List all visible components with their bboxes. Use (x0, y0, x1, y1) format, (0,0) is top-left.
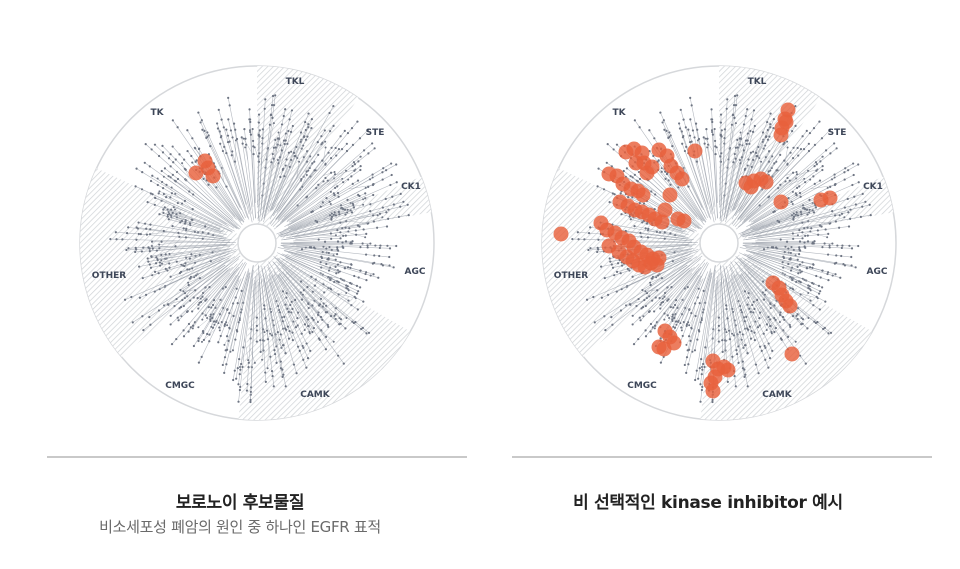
hit-marker (553, 226, 569, 242)
hit-marker (644, 159, 660, 175)
group-label-camk: CAMK (300, 390, 331, 400)
divider-right (512, 456, 932, 458)
panel-title-left: 보로노이 후보물질 (175, 493, 305, 513)
panel-voronoi-candidate: TK TKL STE CK1 AGC CAMK CMGC OTHER 보로노이 후보물질 비소… (47, 65, 467, 536)
hit-marker (662, 187, 678, 203)
hit-marker (773, 127, 789, 143)
hit-marker (782, 298, 798, 314)
hit-marker (784, 346, 800, 362)
hit-marker (651, 339, 667, 355)
divider-left (47, 456, 467, 458)
kinome-tree-left: TK TKL STE CK1 AGC CAMK CMGC OTHER (79, 65, 435, 421)
inhibitor-hits (188, 153, 221, 184)
group-label-ste: STE (366, 128, 385, 138)
hit-marker (822, 190, 838, 206)
group-label-cmgc: CMGC (165, 381, 195, 391)
group-label-ck1: CK1 (401, 182, 421, 192)
hit-marker (635, 187, 651, 203)
hatched-sector (257, 66, 359, 243)
hit-marker (705, 383, 721, 399)
group-label-ck1: CK1 (863, 182, 883, 192)
kinome-hub (699, 223, 739, 263)
group-label-tkl: TKL (286, 77, 305, 87)
group-label-tkl: TKL (748, 77, 767, 87)
hit-marker (676, 213, 692, 229)
hit-marker (654, 214, 670, 230)
hit-marker (205, 168, 221, 184)
panel-nonselective-inhibitor: TK TKL STE CK1 AGC CAMK CMGC OTHER 비 선택적인 kinas… (462, 0, 942, 569)
hit-marker (687, 143, 703, 159)
hit-marker (773, 194, 789, 210)
hatched-sector (238, 243, 411, 420)
hatched-sector (79, 168, 258, 357)
hit-marker (649, 257, 665, 273)
panel-subtitle-left: 비소세포성 폐암의 원인 중 하나인 EGFR 표적 (99, 518, 381, 536)
hit-marker (720, 362, 736, 378)
group-label-camk: CAMK (762, 390, 793, 400)
hit-marker (758, 174, 774, 190)
kinome-tree-right: TK TKL STE CK1 AGC CAMK CMGC OTHER (541, 65, 897, 421)
group-label-ste: STE (828, 128, 847, 138)
hatched-sector (700, 243, 873, 420)
hit-marker (778, 114, 794, 130)
panel-title-right: 비 선택적인 kinase inhibitor 예시 (573, 493, 843, 513)
group-label-cmgc: CMGC (627, 381, 657, 391)
hit-marker (674, 171, 690, 187)
kinome-hub (237, 223, 277, 263)
group-label-other: OTHER (554, 271, 588, 281)
group-label-agc: AGC (867, 267, 888, 277)
kinome-branches (571, 94, 872, 404)
group-label-other: OTHER (92, 271, 126, 281)
hit-marker (657, 202, 673, 218)
hit-marker (743, 179, 759, 195)
hit-marker (188, 165, 204, 181)
group-label-agc: AGC (405, 267, 426, 277)
inhibitor-hits (553, 102, 838, 399)
group-label-tk: TK (612, 108, 626, 118)
group-label-tk: TK (150, 108, 164, 118)
